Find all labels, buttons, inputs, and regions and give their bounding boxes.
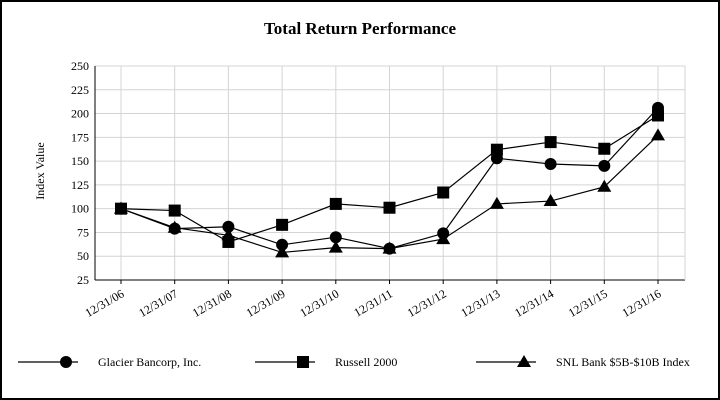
x-tick-label: 12/31/07 bbox=[136, 286, 180, 319]
y-tick-label: 50 bbox=[77, 249, 89, 263]
x-tick-labels: 12/31/06 12/31/07 12/31/08 12/31/09 12/31/10… bbox=[83, 286, 664, 319]
y-tick-label: 250 bbox=[71, 59, 89, 73]
data-point-circle bbox=[598, 159, 611, 172]
legend-label: SNL Bank $5B-$10B Index bbox=[556, 355, 690, 369]
y-tick-label: 25 bbox=[77, 273, 89, 287]
x-tick-label: 12/31/06 bbox=[83, 286, 127, 319]
x-tick-label: 12/31/16 bbox=[620, 286, 664, 319]
data-point-triangle bbox=[436, 232, 451, 245]
x-tick-label: 12/31/08 bbox=[190, 286, 234, 319]
data-point-triangle bbox=[382, 241, 397, 254]
data-point-square bbox=[276, 218, 289, 231]
y-tick-label: 150 bbox=[71, 154, 89, 168]
legend-label: Russell 2000 bbox=[335, 355, 397, 369]
chart-title: Total Return Performance bbox=[264, 19, 456, 38]
data-point-circle bbox=[222, 220, 235, 233]
x-tick-label: 12/31/12 bbox=[405, 286, 449, 319]
axes bbox=[94, 66, 686, 284]
y-tick-label: 75 bbox=[77, 225, 89, 239]
legend-marker-triangle bbox=[517, 355, 531, 367]
x-tick-label: 12/31/10 bbox=[297, 286, 341, 319]
data-point-triangle bbox=[543, 194, 558, 207]
data-point-triangle bbox=[328, 240, 343, 253]
series-triangle bbox=[114, 128, 665, 258]
legend-marker-circle bbox=[60, 356, 72, 368]
data-point-square bbox=[383, 201, 396, 214]
y-axis-label: Index Value bbox=[33, 142, 47, 199]
data-point-circle bbox=[544, 157, 557, 170]
data-point-triangle bbox=[221, 228, 236, 241]
data-point-triangle bbox=[275, 245, 290, 258]
data-point-triangle bbox=[597, 179, 612, 192]
y-tick-label: 225 bbox=[71, 83, 89, 97]
legend-marker-square bbox=[297, 356, 309, 368]
data-point-circle bbox=[276, 238, 289, 251]
data-point-square bbox=[544, 136, 557, 149]
legend: Glacier Bancorp, Inc. Russell 2000 SNL Ban… bbox=[18, 355, 690, 369]
legend-label: Glacier Bancorp, Inc. bbox=[98, 355, 201, 369]
x-tick-label: 12/31/09 bbox=[244, 286, 288, 319]
series-layer bbox=[114, 101, 665, 258]
data-point-square bbox=[329, 197, 342, 210]
x-tick-label: 12/31/14 bbox=[512, 286, 556, 319]
y-tick-label: 200 bbox=[71, 107, 89, 121]
data-point-triangle bbox=[489, 196, 504, 209]
data-point-triangle bbox=[114, 201, 128, 214]
y-tick-label: 125 bbox=[71, 178, 89, 192]
legend-item: SNL Bank $5B-$10B Index bbox=[476, 355, 690, 369]
data-point-square bbox=[437, 186, 450, 199]
legend-item: Glacier Bancorp, Inc. bbox=[18, 355, 201, 369]
y-tick-label: 100 bbox=[71, 202, 89, 216]
x-tick-label: 12/31/13 bbox=[458, 286, 502, 319]
data-point-square bbox=[168, 204, 181, 217]
data-point-square bbox=[490, 143, 503, 156]
series-square bbox=[115, 109, 664, 248]
data-point-square bbox=[652, 109, 664, 122]
x-tick-label: 12/31/11 bbox=[351, 286, 395, 319]
y-tick-labels: 25 50 75 100 125 150 175 200 225 250 bbox=[71, 59, 89, 287]
x-tick-label: 12/31/15 bbox=[566, 286, 610, 319]
data-point-circle bbox=[329, 231, 342, 244]
y-tick-label: 175 bbox=[71, 130, 89, 144]
data-point-triangle bbox=[651, 128, 665, 141]
legend-item: Russell 2000 bbox=[255, 355, 397, 369]
data-point-square bbox=[598, 142, 611, 155]
data-point-triangle bbox=[167, 220, 182, 233]
